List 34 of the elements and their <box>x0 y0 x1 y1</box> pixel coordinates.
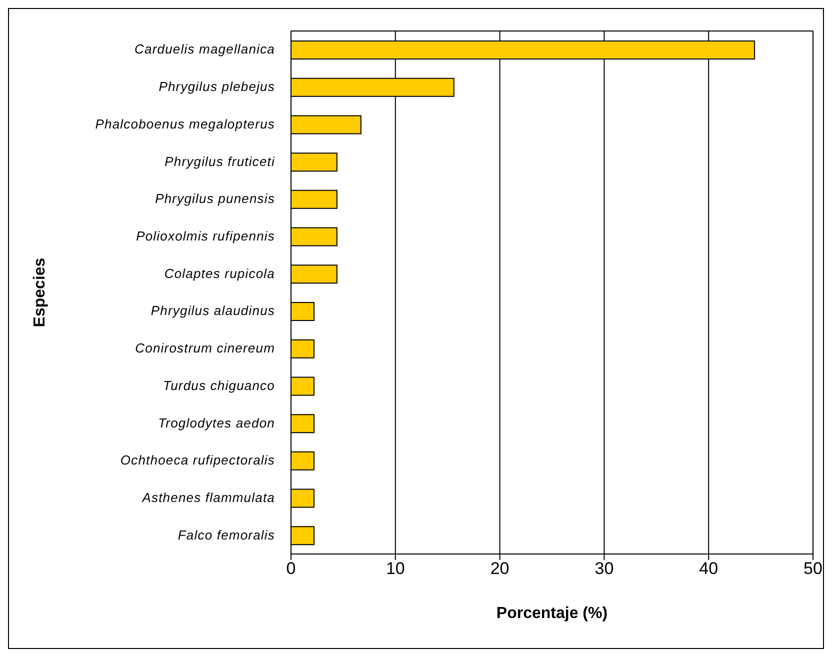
x-tick-label: 10 <box>386 559 405 578</box>
y-tick-label: Falco femoralis <box>178 527 275 542</box>
y-tick-label: Phrygilus plebejus <box>158 79 275 94</box>
x-tick-label: 30 <box>594 559 614 578</box>
y-tick-label: Turdus chiguanco <box>163 378 275 393</box>
x-axis-title: Porcentaje (%) <box>496 605 608 622</box>
y-tick-label: Polioxolmis rufipennis <box>136 228 275 244</box>
bar <box>291 190 338 209</box>
bar <box>291 152 338 172</box>
bar <box>291 339 314 358</box>
bar <box>291 488 314 508</box>
y-tick-label: Ochthoeca rufipectoralis <box>120 452 275 468</box>
x-tick-label: 20 <box>490 559 510 578</box>
y-tick-label: Colaptes rupicola <box>164 266 275 281</box>
bar <box>291 302 314 321</box>
y-tick-label: Asthenes flammulata <box>141 490 275 505</box>
bar <box>291 115 362 134</box>
y-tick-label: Troglodytes aedon <box>158 415 275 430</box>
y-tick-label: Carduelis magellanica <box>134 42 275 57</box>
y-tick-label: Conirostrum cinereum <box>135 340 275 356</box>
bar <box>291 376 314 396</box>
y-tick-label: Phrygilus alaudinus <box>150 303 275 318</box>
y-tick-label: Phrygilus fruticeti <box>164 154 276 169</box>
x-tick-label: 40 <box>699 559 718 578</box>
x-tick-label: 50 <box>804 559 822 578</box>
bar <box>291 227 338 246</box>
bar <box>291 451 314 470</box>
bar <box>291 264 338 284</box>
y-tick-label: Phrygilus punensis <box>155 191 275 206</box>
x-tick-label: 0 <box>286 559 296 578</box>
y-tick-label: Phalcoboenus megalopterus <box>95 116 275 132</box>
bar <box>291 414 314 434</box>
bar <box>291 526 314 546</box>
y-axis-title: Especies <box>32 258 49 328</box>
